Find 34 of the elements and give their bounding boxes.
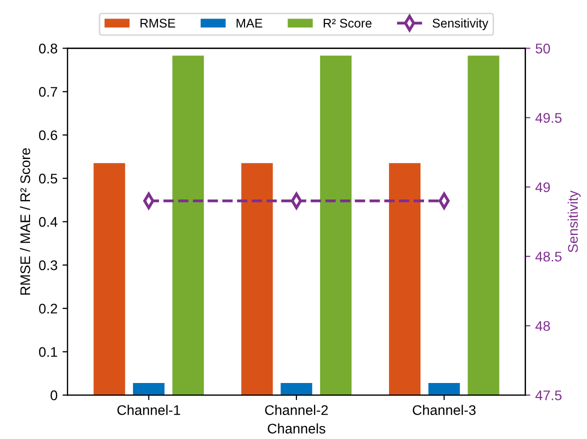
y-tick-label: 0.4: [39, 217, 58, 227]
y2-tick-label: 50: [536, 44, 550, 54]
y-tick-label: 0.5: [39, 174, 58, 184]
bar: [132, 382, 164, 396]
bar: [280, 382, 312, 396]
y-tick-label: 0.7: [39, 86, 58, 97]
y-tick-label: 0.3: [39, 260, 58, 270]
y2-axis-title: Sensitivity: [568, 190, 581, 252]
x-tick-label: Channel-3: [412, 404, 476, 416]
bar: [428, 382, 460, 396]
bar: [241, 163, 273, 396]
y2-tick-label: 49: [535, 182, 550, 192]
legend-label: R² Score: [324, 18, 372, 28]
y2-tick-label: 47.5: [535, 390, 562, 400]
y-tick-label: 0.2: [39, 304, 58, 314]
y-axis-title: RMSE / MAE / R² Score: [20, 148, 30, 295]
x-axis-title: Channels: [268, 423, 326, 434]
bar: [388, 163, 420, 396]
legend-label: RMSE: [140, 18, 176, 28]
legend-label: Sensitivity: [432, 18, 488, 30]
y2-tick-label: 48: [535, 321, 550, 331]
bar: [320, 56, 352, 396]
legend-label: MAE: [236, 18, 262, 28]
y-tick-label: 0.8: [39, 44, 58, 54]
bar: [172, 56, 204, 396]
y2-tick-label: 48.5: [535, 252, 562, 262]
x-tick-label: Channel-1: [117, 404, 180, 416]
x-tick-label: Channel-2: [265, 404, 328, 416]
y-tick-label: 0.1: [39, 347, 58, 357]
y2-tick-label: 49.5: [535, 112, 562, 123]
y-tick-label: 0: [50, 390, 58, 400]
y-tick-label: 0.6: [39, 130, 58, 140]
bar: [94, 163, 126, 396]
bar: [468, 56, 500, 396]
